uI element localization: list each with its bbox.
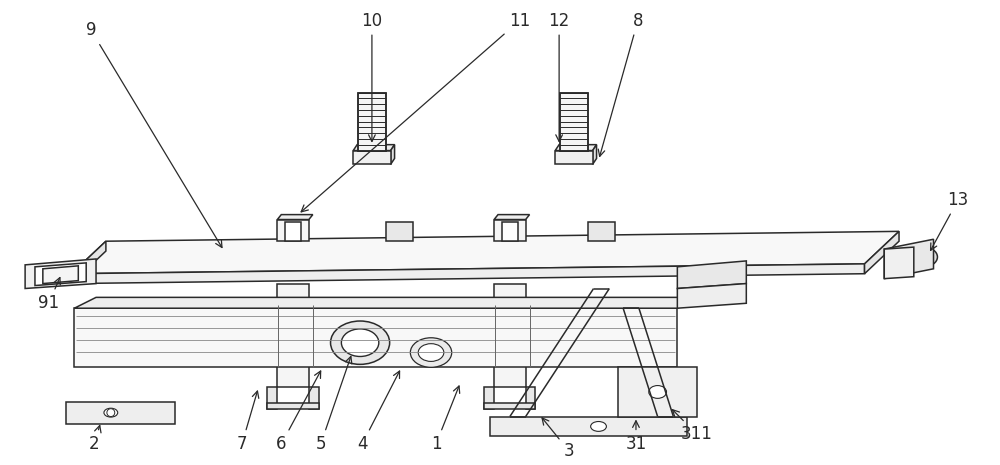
Ellipse shape <box>410 338 452 367</box>
Polygon shape <box>277 284 309 387</box>
Ellipse shape <box>910 247 937 267</box>
Text: 311: 311 <box>672 410 713 443</box>
Polygon shape <box>71 241 106 284</box>
Polygon shape <box>71 232 899 274</box>
Polygon shape <box>74 298 699 308</box>
Polygon shape <box>494 215 530 219</box>
Polygon shape <box>494 219 526 241</box>
Text: 7: 7 <box>237 391 259 453</box>
Polygon shape <box>74 308 677 367</box>
Polygon shape <box>267 387 277 409</box>
Text: 2: 2 <box>89 425 101 453</box>
Polygon shape <box>25 259 96 288</box>
Ellipse shape <box>591 421 606 432</box>
Text: 1: 1 <box>431 386 460 453</box>
Polygon shape <box>502 221 518 241</box>
Polygon shape <box>358 93 386 151</box>
Polygon shape <box>386 221 413 241</box>
Polygon shape <box>484 387 494 409</box>
Polygon shape <box>353 145 395 151</box>
Text: 8: 8 <box>598 12 643 156</box>
Polygon shape <box>285 221 301 241</box>
Polygon shape <box>35 263 86 286</box>
Text: 31: 31 <box>625 421 647 453</box>
Ellipse shape <box>331 321 390 365</box>
Text: 6: 6 <box>276 371 321 453</box>
Polygon shape <box>353 151 391 164</box>
Text: 12: 12 <box>548 12 570 141</box>
Text: 3: 3 <box>542 418 574 460</box>
Text: 13: 13 <box>931 191 969 250</box>
Ellipse shape <box>649 385 667 399</box>
Text: 5: 5 <box>315 357 352 453</box>
Ellipse shape <box>104 408 118 417</box>
Circle shape <box>107 409 115 417</box>
Ellipse shape <box>341 329 379 357</box>
Polygon shape <box>560 93 588 151</box>
Polygon shape <box>884 247 914 279</box>
Polygon shape <box>43 266 78 284</box>
Polygon shape <box>494 284 526 387</box>
Polygon shape <box>526 387 535 409</box>
Polygon shape <box>71 264 865 284</box>
Polygon shape <box>884 239 934 279</box>
Polygon shape <box>677 261 746 288</box>
Polygon shape <box>309 387 319 409</box>
Text: 91: 91 <box>38 278 60 312</box>
Polygon shape <box>267 403 319 409</box>
Polygon shape <box>490 417 687 436</box>
Polygon shape <box>391 145 395 164</box>
Text: 10: 10 <box>361 12 382 141</box>
Polygon shape <box>555 145 597 151</box>
Polygon shape <box>677 284 746 308</box>
Ellipse shape <box>917 252 931 262</box>
Ellipse shape <box>418 344 444 361</box>
Polygon shape <box>277 219 309 241</box>
Text: 4: 4 <box>357 371 400 453</box>
Polygon shape <box>555 151 593 164</box>
Polygon shape <box>277 215 313 219</box>
Text: 11: 11 <box>301 12 530 212</box>
Polygon shape <box>865 232 899 274</box>
Polygon shape <box>618 367 697 417</box>
Text: 9: 9 <box>86 21 222 247</box>
Polygon shape <box>66 402 175 425</box>
Polygon shape <box>484 403 535 409</box>
Polygon shape <box>588 221 615 241</box>
Polygon shape <box>593 145 597 164</box>
